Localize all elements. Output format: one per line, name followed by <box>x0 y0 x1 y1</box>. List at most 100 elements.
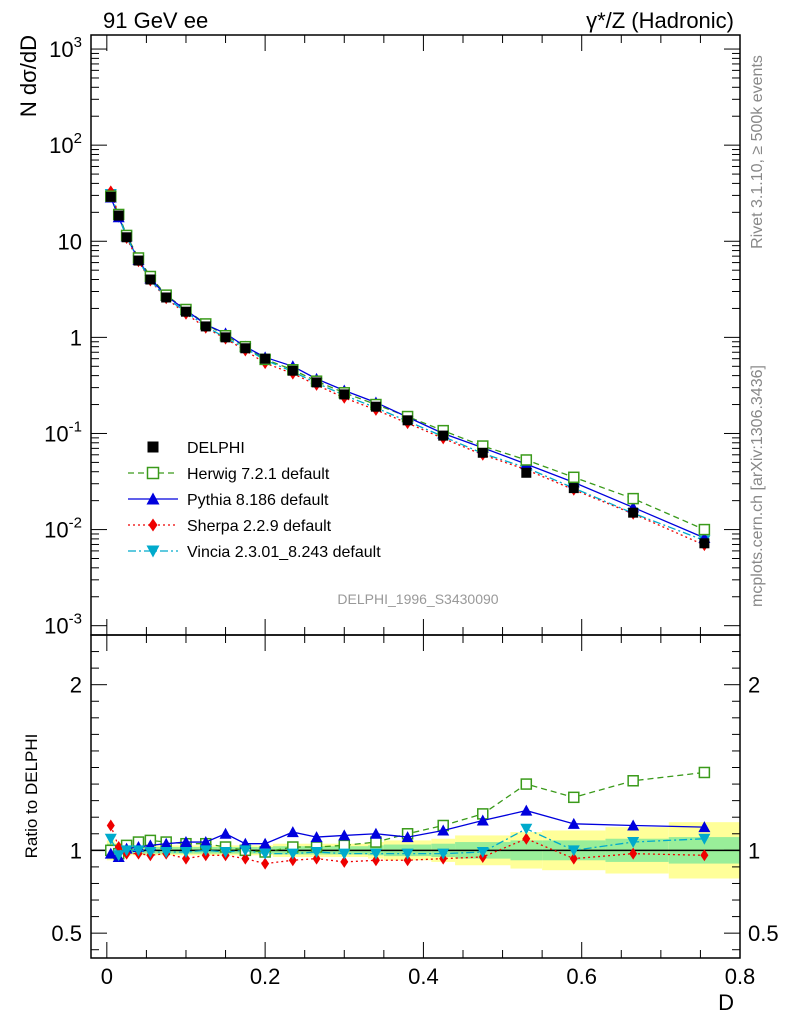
main-axis-ticks: 10-3 10-2 10-1 1 10 102 103 <box>44 34 741 639</box>
ratio-point <box>199 836 212 848</box>
data-point <box>477 447 488 458</box>
data-point <box>133 255 144 266</box>
ratio-point <box>520 804 533 816</box>
ratio-point <box>698 766 711 779</box>
ratio-axis-ticks: 0.5 0.5 1 1 2 2 0 0.2 0.4 0.6 0.8 <box>51 635 779 989</box>
ratio-point <box>241 852 250 865</box>
chart-title-left: 91 GeV ee <box>103 8 208 33</box>
ratio-point <box>401 848 414 860</box>
ratio-point <box>120 845 133 857</box>
ratio-y-tick-label: 1 <box>70 838 82 863</box>
data-point <box>438 430 449 441</box>
ratio-point <box>698 833 711 845</box>
ratio-y-tick-label-right: 2 <box>748 673 760 698</box>
legend-marker <box>148 518 158 532</box>
data-point <box>145 274 156 285</box>
data-point <box>180 306 191 317</box>
ratio-point <box>160 846 173 858</box>
ratio-point <box>219 846 232 858</box>
data-point <box>520 454 533 466</box>
data-point <box>627 492 639 505</box>
legend-entry: Herwig 7.2.1 default <box>187 466 330 483</box>
data-point <box>105 191 116 202</box>
ratio-point <box>104 847 117 859</box>
x-tick-label: 0.6 <box>566 964 597 989</box>
ratio-y-tick-label-right: 1 <box>748 838 760 863</box>
data-point <box>113 210 124 221</box>
data-point <box>339 389 350 400</box>
ratio-point <box>199 845 212 857</box>
ratio-point <box>338 848 351 860</box>
chart-title-right: γ*/Z (Hadronic) <box>586 8 734 33</box>
series-4 <box>110 193 705 542</box>
series-markers <box>105 191 710 549</box>
legend-marker <box>146 492 160 505</box>
data-point <box>121 232 132 243</box>
ratio-point <box>369 848 382 860</box>
legend-entry: Sherpa 2.2.9 default <box>187 518 332 535</box>
data-point <box>260 353 271 364</box>
ratio-point <box>700 849 709 862</box>
ratio-point <box>627 819 640 831</box>
ratio-point <box>437 848 450 860</box>
ratio-point <box>106 819 115 832</box>
data-point <box>311 377 322 388</box>
ratio-point <box>144 846 157 858</box>
y-tick-label-main: 103 <box>49 34 82 62</box>
data-point <box>698 523 711 536</box>
ratio-point <box>179 836 192 848</box>
data-point <box>568 483 579 494</box>
ratio-plot-frame <box>90 634 741 959</box>
ratio-point <box>310 831 323 843</box>
data-point <box>287 365 298 376</box>
data-point <box>370 401 381 412</box>
ratio-point <box>568 791 580 804</box>
ratio-point <box>476 814 489 826</box>
ratio-point <box>338 829 351 841</box>
data-point <box>240 343 251 354</box>
ratio-point <box>627 837 640 849</box>
ratio-line <box>110 828 705 857</box>
ratio-point <box>259 837 272 849</box>
series-line <box>110 193 705 542</box>
ratio-point <box>286 826 299 838</box>
ratio-point <box>520 823 533 835</box>
ratio-point <box>403 854 412 867</box>
y-tick-label-main: 10-1 <box>44 418 82 446</box>
ratio-point <box>132 845 145 857</box>
ratio-point <box>476 846 489 858</box>
legend-marker <box>146 545 160 558</box>
legend-entry: Pythia 8.186 default <box>187 492 329 509</box>
ratio-point <box>437 824 450 836</box>
legend-entry: Vincia 2.3.01_8.243 default <box>187 544 381 561</box>
ratio-point <box>239 845 252 857</box>
ratio-point <box>369 827 382 839</box>
legend: DELPHI Herwig 7.2.1 default Pythia 8.186 d… <box>128 440 381 561</box>
legend-entry: DELPHI <box>187 440 245 457</box>
ratio-point <box>401 831 414 843</box>
ratio-point <box>288 854 297 867</box>
legend-marker <box>147 441 159 453</box>
ratio-point <box>340 855 349 868</box>
ratio-point <box>567 817 580 829</box>
ratio-series-group <box>104 766 711 870</box>
series-2 <box>110 197 705 539</box>
ratio-line <box>110 825 705 865</box>
x-tick-label: 0.2 <box>250 964 281 989</box>
ratio-point <box>286 848 299 860</box>
ratio-point <box>104 833 117 845</box>
series-markers <box>105 190 711 536</box>
ratio-point <box>179 846 192 858</box>
ratio-point <box>567 845 580 857</box>
x-tick-label: 0.4 <box>408 964 439 989</box>
series-markers <box>104 191 711 543</box>
data-point <box>699 538 710 549</box>
data-point <box>200 321 211 332</box>
ratio-point <box>371 854 380 867</box>
y-tick-label-main: 102 <box>49 130 82 158</box>
ratio-point <box>310 846 323 858</box>
series-line <box>110 197 705 539</box>
mcplots-label: mcplots.cern.ch [arXiv:1306.3436] <box>749 365 766 607</box>
y-tick-label-main: 10 <box>58 229 82 254</box>
y-axis-label-main: N dσ/dD <box>16 35 41 117</box>
